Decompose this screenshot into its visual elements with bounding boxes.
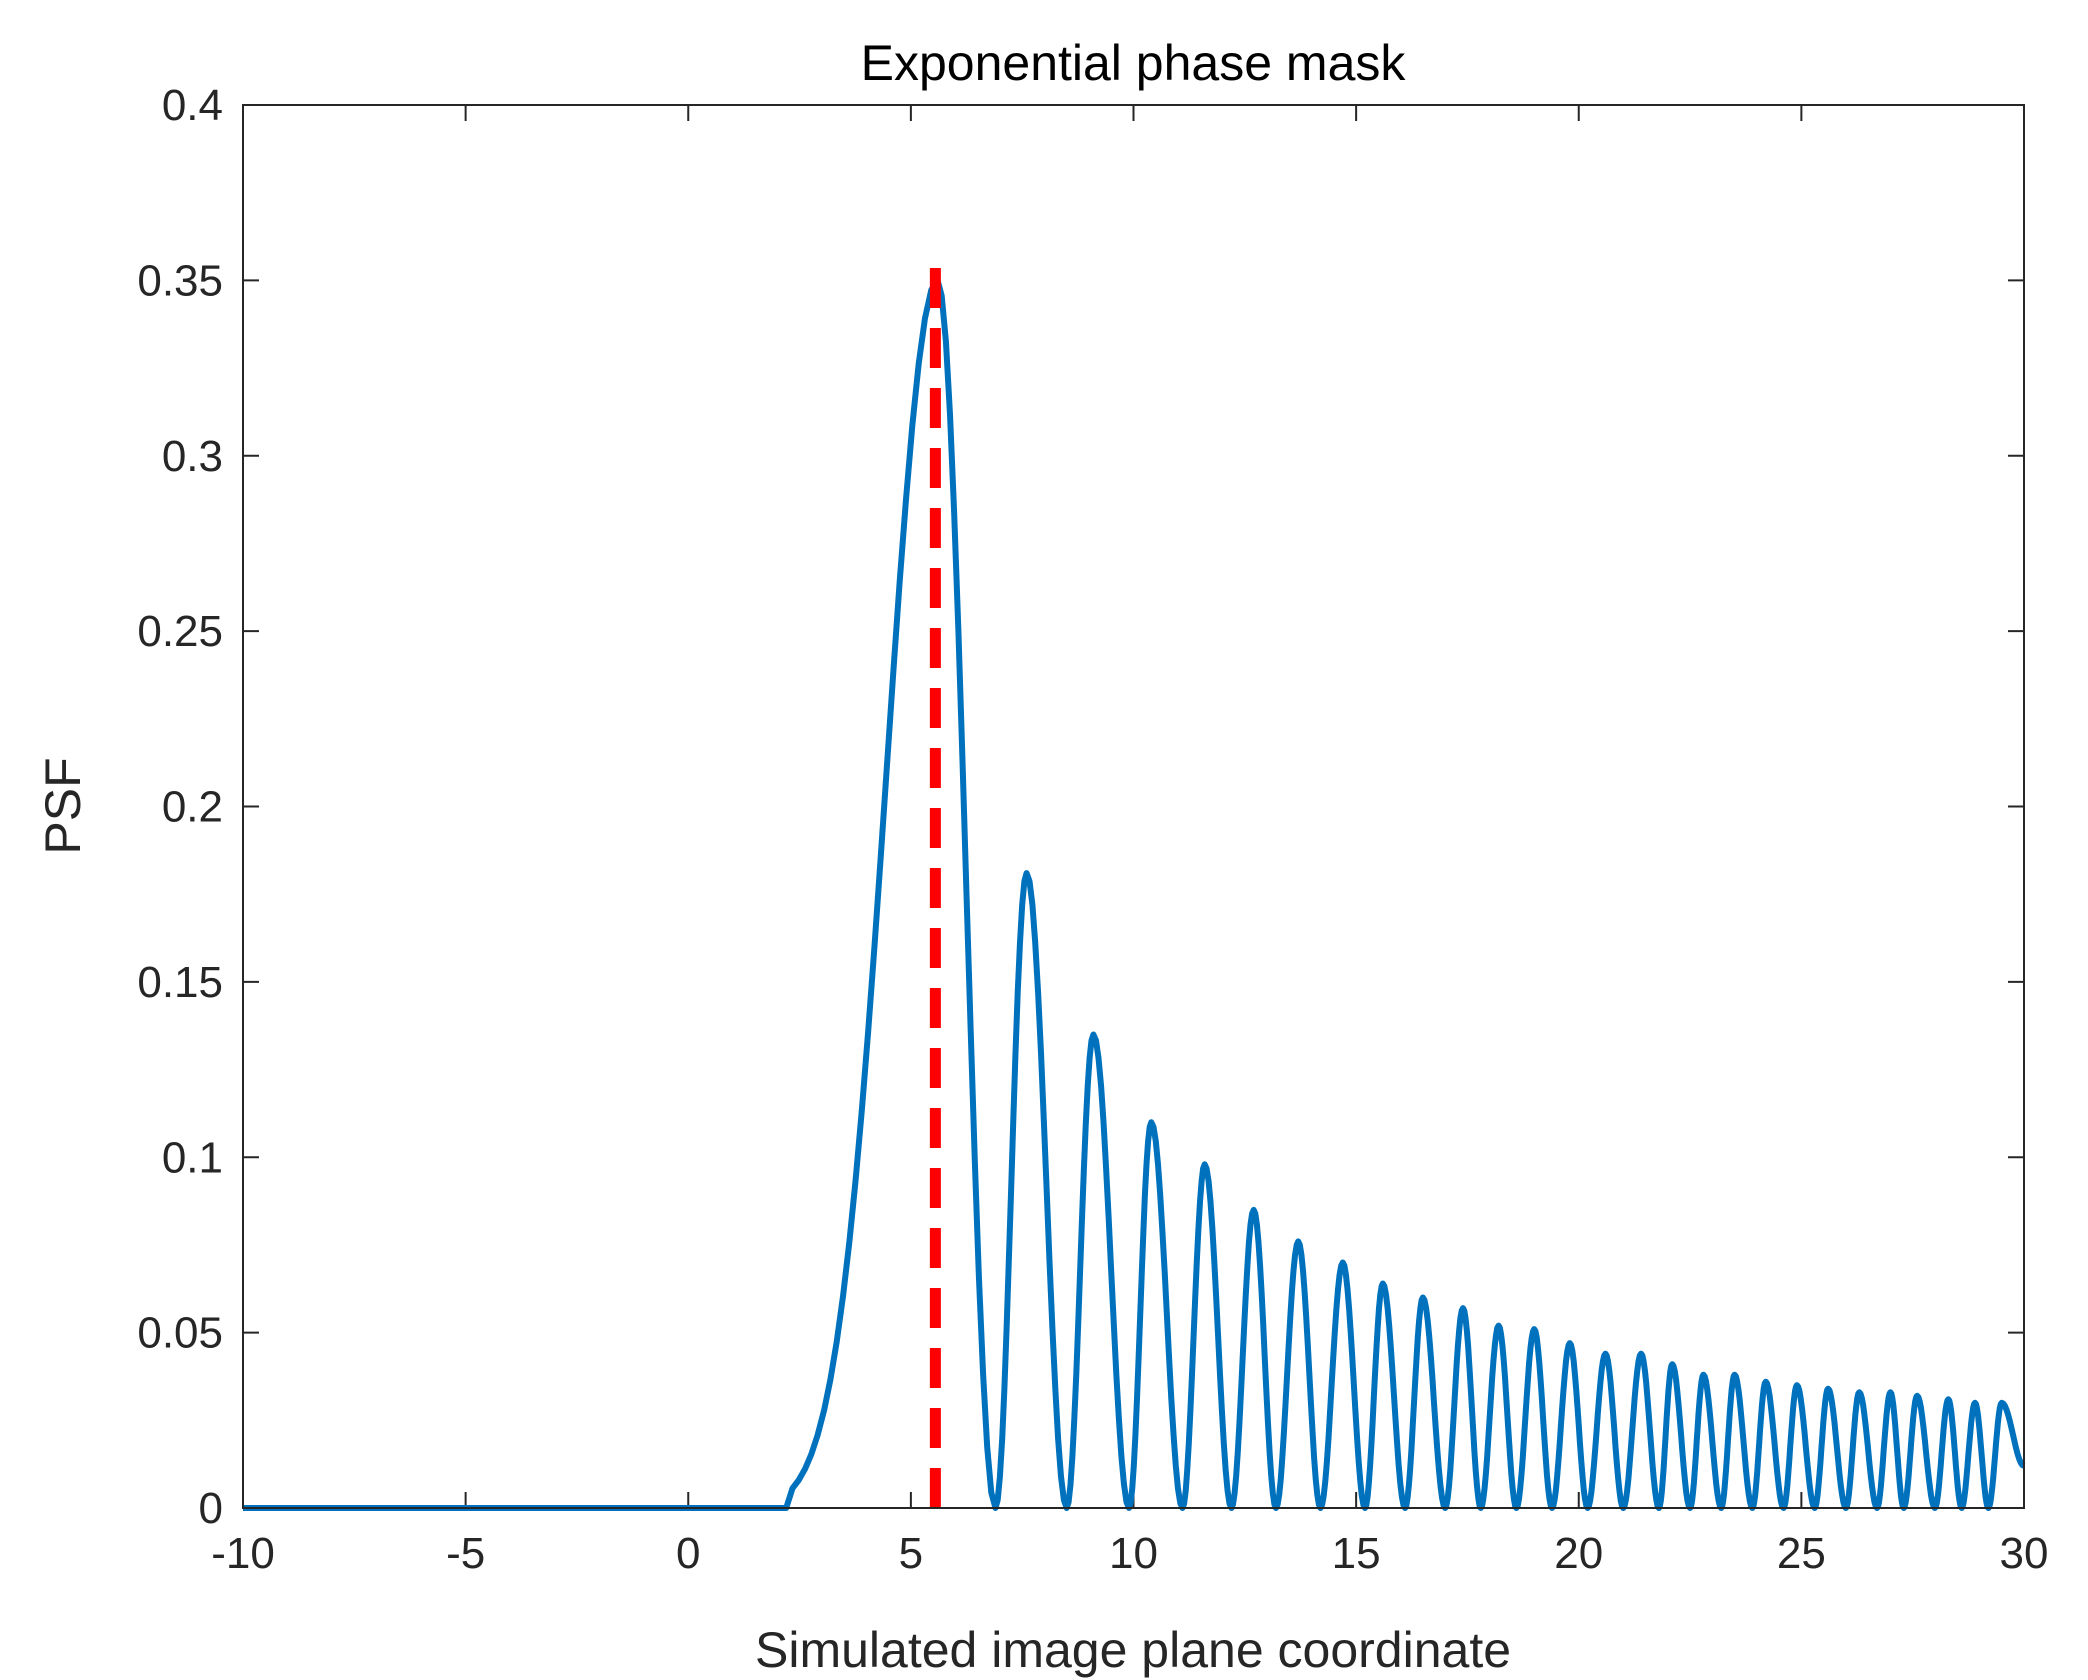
axes-box [242,104,2025,1509]
x-tick-label: 5 [899,1529,923,1578]
y-axis-label: PSF [35,757,91,854]
x-axis-label: Simulated image plane coordinate [755,1622,1511,1678]
axes-layer: -10 -5 0 5 10 15 20 25 30 0 0.05 0.1 0.15 0.2 0.25 0.3 0… [137,81,2048,1578]
x-tick-label: 15 [1332,1529,1381,1578]
y-tick-label: 0.2 [162,783,223,832]
y-tick-label: 0.3 [162,432,223,481]
x-tick-label: 10 [1109,1529,1158,1578]
y-tick-label: 0 [199,1484,223,1533]
axes-background [243,105,2024,1508]
x-tick-label: -5 [446,1529,485,1578]
x-tick-label: -10 [211,1529,275,1578]
y-tick-label: 0.35 [137,256,223,305]
y-tick-label: 0.15 [137,958,223,1007]
x-tick-label: 25 [1777,1529,1826,1578]
y-tick-label: 0.4 [162,81,223,130]
y-tick-label: 0.1 [162,1133,223,1182]
x-tick-label: 20 [1554,1529,1603,1578]
chart-title: Exponential phase mask [861,35,1407,91]
y-tick-label: 0.25 [137,607,223,656]
y-tick-label: 0.05 [137,1309,223,1358]
psf-series-line [243,277,2026,1511]
series-layer [243,262,2026,1511]
x-tick-label: 0 [676,1529,700,1578]
x-tick-label: 30 [2000,1529,2049,1578]
